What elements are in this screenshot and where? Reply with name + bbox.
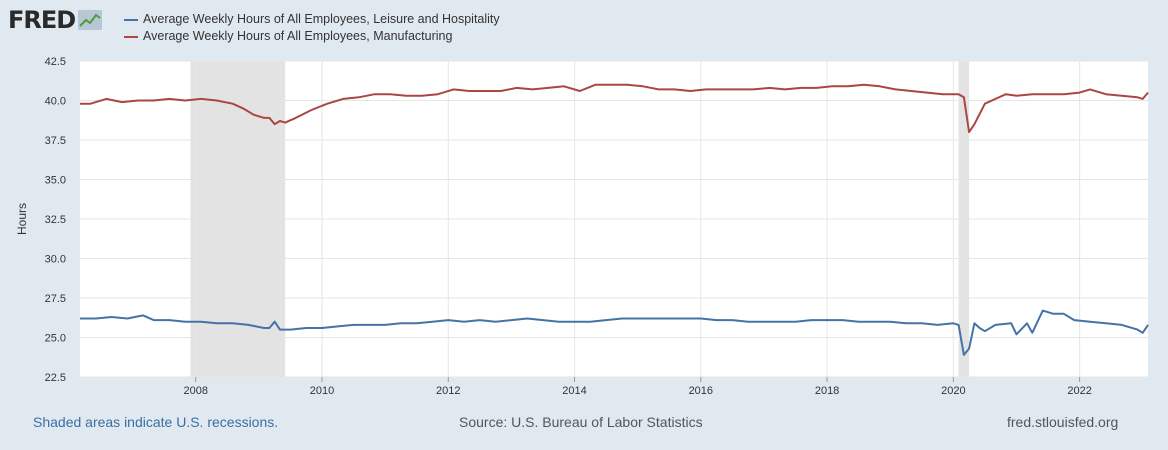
legend-swatch [124,18,138,21]
y-tick-label: 30.0 [45,254,66,266]
x-tick-label: 2008 [184,385,208,397]
y-tick-label: 40.0 [45,96,66,108]
series-line-0 [80,309,1149,356]
legend-label: Average Weekly Hours of All Employees, M… [143,29,453,43]
source-note: Source: U.S. Bureau of Labor Statistics [459,414,703,430]
y-tick-label: 32.5 [45,214,66,226]
fred-logo[interactable]: FRED [8,6,103,34]
site-link[interactable]: fred.stlouisfed.org [1007,414,1119,430]
x-tick-label: 2016 [689,385,713,397]
y-tick-label: 37.5 [45,135,66,147]
x-tick-label: 2010 [310,385,334,397]
y-tick-label: 25.0 [45,333,66,345]
recession-note[interactable]: Shaded areas indicate U.S. recessions. [33,414,279,430]
x-tick-label: 2018 [815,385,839,397]
legend-item-manufacturing[interactable]: Average Weekly Hours of All Employees, M… [124,28,500,45]
chart-legend: Average Weekly Hours of All Employees, L… [124,11,500,45]
x-tick-label: 2012 [436,385,460,397]
line-chart-icon [78,10,103,30]
series-line-1 [80,83,1149,134]
legend-item-leisure[interactable]: Average Weekly Hours of All Employees, L… [124,11,500,28]
y-tick-label: 22.5 [45,372,66,384]
x-tick-label: 2014 [562,385,586,397]
line-chart: 22.5 25.0 27.5 30.0 32.5 35.0 37.5 40.0 42.5 2008… [15,56,1149,397]
x-tick-label: 2022 [1067,385,1091,397]
x-tick-label: 2020 [941,385,965,397]
y-axis-label: Hours [15,203,29,235]
fred-logo-text: FRED [8,6,76,34]
y-tick-label: 27.5 [45,293,66,305]
legend-label: Average Weekly Hours of All Employees, L… [143,12,500,26]
y-tick-label: 35.0 [45,175,66,187]
legend-swatch [124,35,138,38]
y-tick-label: 42.5 [45,56,66,68]
